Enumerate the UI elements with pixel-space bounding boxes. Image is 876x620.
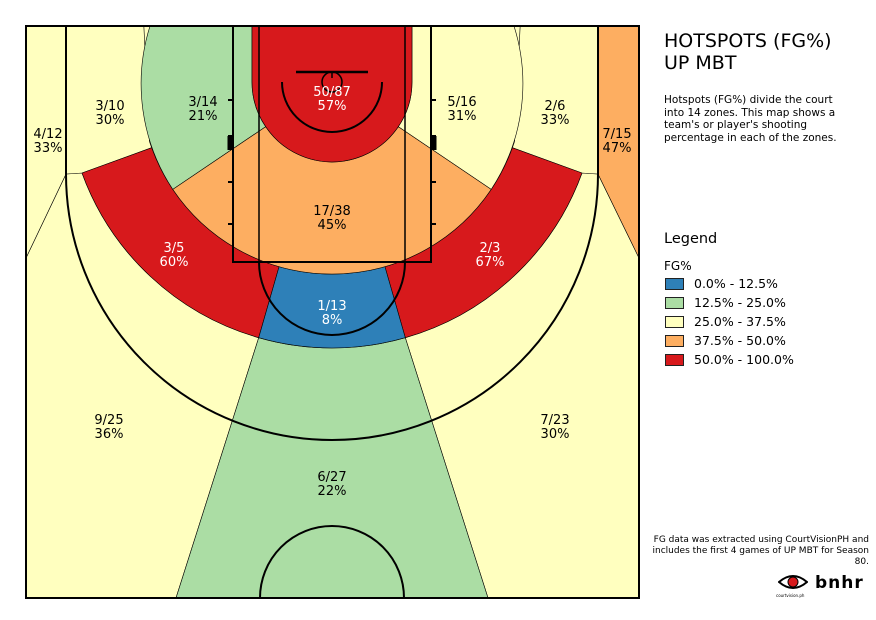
courtvision-logo-text: courtvision.ph [776, 593, 805, 598]
zone-label-fraction: 7/15 [602, 127, 631, 142]
zone-label-percent: 33% [34, 141, 63, 156]
zone-label-percent: 31% [448, 109, 477, 124]
zone-label-fraction: 7/23 [540, 413, 569, 428]
zone-shapes [26, 26, 639, 598]
legend-swatch [665, 278, 684, 290]
legend-label: 50.0% - 100.0% [694, 352, 794, 367]
chart-subtitle: UP MBT [664, 52, 737, 74]
legend-label: 0.0% - 12.5% [694, 276, 778, 291]
legend-swatch [665, 297, 684, 309]
zone-label-fraction: 6/27 [317, 470, 346, 485]
zone-label-percent: 22% [318, 484, 347, 499]
zone-label-percent: 30% [541, 427, 570, 442]
center-circle [259, 525, 405, 598]
zone-label-percent: 60% [160, 255, 189, 270]
zone-label-percent: 33% [541, 113, 570, 128]
court-lines [65, 26, 599, 598]
legend-label: 25.0% - 37.5% [694, 314, 786, 329]
zone-label-fraction: 50/87 [313, 85, 350, 100]
zone-label-fraction: 3/5 [164, 241, 185, 256]
zone-label-percent: 30% [96, 113, 125, 128]
zone-label-percent: 47% [603, 141, 632, 156]
court-border [25, 25, 640, 599]
chart-title: HOTSPOTS (FG%) [664, 30, 832, 52]
zone-label-percent: 45% [318, 218, 347, 233]
courtvision-logo-icon [778, 575, 808, 589]
free-throw-circle [258, 261, 406, 336]
zone-label-fraction: 3/10 [95, 99, 124, 114]
lane-outer [232, 26, 432, 263]
legend-label: 37.5% - 50.0% [694, 333, 786, 348]
legend-swatch [665, 335, 684, 347]
bnhr-logo: bnhr [815, 573, 864, 593]
zone-label-fraction: 2/6 [545, 99, 566, 114]
footnote: FG data was extracted using CourtVisionP… [652, 535, 869, 567]
zone-label-percent: 67% [476, 255, 505, 270]
restricted-arc [281, 81, 383, 133]
zone-label-fraction: 2/3 [480, 241, 501, 256]
zone-label-fraction: 1/13 [317, 299, 346, 314]
zone-label-fraction: 5/16 [447, 95, 476, 110]
zone-label-percent: 36% [95, 427, 124, 442]
legend-title: Legend [664, 231, 718, 247]
legend-subtitle: FG% [664, 259, 692, 273]
zone-label-fraction: 17/38 [313, 204, 350, 219]
zone-label-percent: 57% [318, 99, 347, 114]
three-point-line [65, 26, 599, 441]
zone-label-percent: 8% [322, 313, 343, 328]
lane-block [227, 136, 437, 150]
rim [321, 71, 343, 93]
zone-label-percent: 21% [189, 109, 218, 124]
zone-label-fraction: 4/12 [33, 127, 62, 142]
zone-label-fraction: 3/14 [188, 95, 217, 110]
legend-swatch [665, 354, 684, 366]
legend-swatch [665, 316, 684, 328]
lane-inner [258, 26, 406, 262]
zone-label-fraction: 9/25 [94, 413, 123, 428]
legend-label: 12.5% - 25.0% [694, 295, 786, 310]
chart-description: Hotspots (FG%) divide the court into 14 … [664, 94, 837, 144]
